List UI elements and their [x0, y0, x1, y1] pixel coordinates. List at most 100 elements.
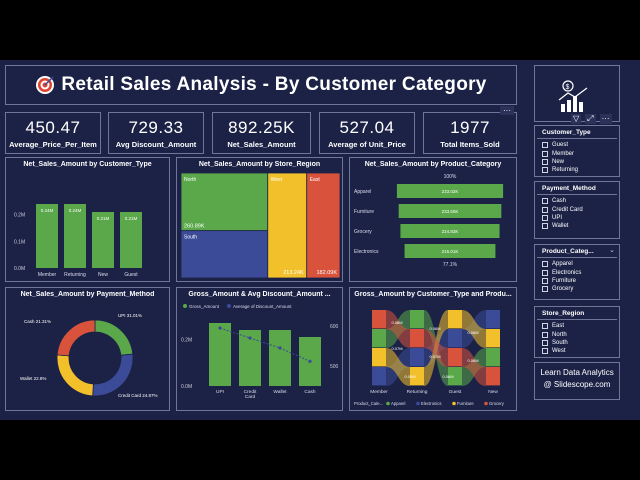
kpi-card: 729.33 Avg Discount_Amount [108, 112, 204, 154]
ribbon-segment [372, 348, 386, 367]
category-label: Grocery [354, 229, 372, 235]
slicer-option[interactable]: Wallet [535, 222, 619, 230]
slicer-option[interactable]: Apparel [535, 260, 619, 268]
kpi-value: 450.47 [25, 118, 81, 137]
slicer-option-label: Electronics [552, 269, 582, 276]
slicer-option[interactable]: Electronics [535, 268, 619, 276]
checkbox[interactable] [542, 198, 548, 205]
checkbox[interactable] [542, 348, 548, 355]
checkbox[interactable] [542, 331, 548, 338]
slicer-option-label: West [552, 348, 566, 355]
chart-net-sales-by-store-region[interactable]: Net_Sales_Amount by Store_Region North 26… [176, 157, 343, 282]
dashboard-canvas: Retail Sales Analysis - By Customer Cate… [0, 60, 640, 420]
bar [92, 212, 114, 268]
slicer-option[interactable]: Furniture [535, 277, 619, 285]
data-label: 0.05M [404, 374, 415, 379]
legend-label: Furniture [457, 401, 474, 406]
chart-title: Net_Sales_Amount by Payment_Method [20, 291, 155, 298]
line-point [278, 346, 282, 350]
checkbox[interactable] [542, 206, 548, 213]
slicer-option-label: Cash [552, 198, 567, 205]
slicer-option[interactable]: North [535, 330, 619, 338]
ribbon [462, 348, 486, 386]
data-label: 0.06M [467, 358, 478, 363]
data-label: 0.06M [467, 330, 478, 335]
chevron-down-icon[interactable]: ⌄ [609, 247, 615, 254]
slicer-option[interactable]: East [535, 322, 619, 330]
legend-label: Apparel [391, 401, 406, 406]
slicer-option[interactable]: New [535, 158, 619, 166]
slicer-option[interactable]: Cash [535, 197, 619, 205]
slicer-option[interactable]: Member [535, 149, 619, 157]
slicer-option-label: Credit Card [552, 206, 583, 213]
tile-label: East [310, 177, 321, 183]
more-options-button[interactable]: ··· [500, 106, 514, 115]
data-label: 215.01K [442, 249, 459, 254]
ribbon [386, 310, 410, 348]
category-label: Furniture [354, 209, 374, 215]
slicer-store-region[interactable]: Store_Region East North South West [534, 306, 620, 358]
ribbon-segment [372, 310, 386, 329]
ribbon [386, 348, 410, 386]
checkbox[interactable] [542, 277, 548, 284]
checkbox[interactable] [542, 323, 548, 330]
slicer-option[interactable]: South [535, 339, 619, 347]
kpi-value: 527.04 [339, 118, 395, 137]
checkbox[interactable] [542, 223, 548, 230]
legend-marker [183, 304, 187, 308]
checkbox[interactable] [542, 150, 548, 157]
y-tick-label: 0.0M [14, 266, 25, 272]
treemap-tile-east [306, 172, 341, 279]
slicer-option[interactable]: Guest [535, 141, 619, 149]
slicer-payment-method[interactable]: Payment_Method Cash Credit Card UPI Wallet [534, 181, 620, 239]
slicer-option[interactable]: Grocery [535, 285, 619, 293]
slice-label: UPI 31.01% [118, 313, 142, 318]
filter-icon[interactable]: ▽ [571, 114, 582, 124]
checkbox[interactable] [542, 214, 548, 221]
chart-gross-amount-and-discount[interactable]: Gross_Amount & Avg Discount_Amount ... G… [176, 287, 343, 411]
data-label: 0.06M [391, 320, 402, 325]
x-tick-label: Wallet [273, 389, 287, 395]
ribbon-segment [448, 310, 462, 329]
slicer-option-label: Member [552, 150, 575, 157]
checkbox[interactable] [542, 339, 548, 346]
checkbox[interactable] [542, 167, 548, 174]
line-point [248, 336, 252, 340]
data-label: 0.07M [391, 346, 402, 351]
chart-net-sales-by-product-category[interactable]: Net_Sales_Amount by Product_Category 100… [349, 157, 517, 282]
checkbox[interactable] [542, 286, 548, 293]
checkbox[interactable] [542, 158, 548, 165]
slicer-customer-type[interactable]: Customer_Type Guest Member New Returning [534, 125, 620, 177]
y-tick-label: 0.2M [14, 213, 25, 219]
x-tick-label: New [488, 389, 498, 395]
bar [36, 204, 58, 268]
chart-net-sales-by-payment-method[interactable]: Net_Sales_Amount by Payment_Method UPI 3… [5, 287, 170, 411]
slicer-product-categ[interactable]: Product_Categ... Apparel Electronics Furnit… [534, 244, 620, 300]
tile-label: North [184, 177, 196, 183]
ribbon-segment [410, 329, 424, 348]
chart-title: Gross_Amount & Avg Discount_Amount ... [188, 291, 331, 298]
tile-value: 260.89K [184, 224, 205, 230]
slicer-option[interactable]: UPI [535, 214, 619, 222]
chart-net-sales-by-customer-type[interactable]: Net_Sales_Amount by Customer_Type 0.2M 0.… [5, 157, 170, 282]
funnel-bar [396, 184, 504, 198]
slicer-option[interactable]: Credit Card [535, 205, 619, 213]
ribbon [424, 329, 448, 367]
tile-value: 213.24K [283, 270, 304, 276]
kpi-card: 527.04 Average of Unit_Price [319, 112, 415, 154]
slicer-option[interactable]: Returning [535, 166, 619, 174]
promo-line-1: Learn Data Analytics [540, 368, 614, 377]
checkbox[interactable] [542, 261, 548, 268]
chart-gross-amount-by-customer-and-product[interactable]: Gross_Amount by Customer_Type and Produ.… [349, 287, 517, 411]
data-label: 0.06M [442, 374, 453, 379]
x-tick-label: Member [38, 272, 57, 278]
y2-tick-label: 500 [330, 364, 339, 370]
checkbox[interactable] [542, 269, 548, 276]
slice-label: Cash 21.31% [24, 319, 51, 324]
data-label: 0.21M [97, 216, 110, 221]
slicer-option-label: New [552, 158, 565, 165]
more-options-icon[interactable]: ··· [599, 114, 612, 124]
checkbox[interactable] [542, 142, 548, 149]
slicer-option[interactable]: West [535, 347, 619, 355]
focus-mode-icon[interactable]: ⤢ [585, 114, 596, 124]
